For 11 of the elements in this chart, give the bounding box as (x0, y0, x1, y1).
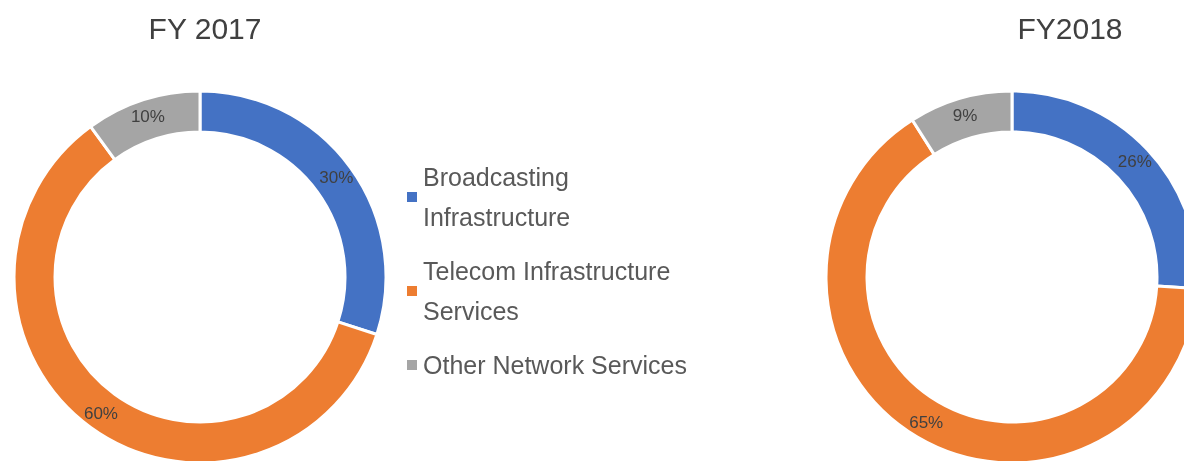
data-label: 9% (952, 105, 978, 125)
legend-label: Other Network Services (423, 351, 687, 379)
data-label: 10% (130, 107, 165, 127)
legend-label: Telecom Infrastructure Services (423, 257, 678, 325)
legend-label: Broadcasting Infrastructure (423, 163, 576, 231)
data-label: 26% (1117, 152, 1152, 172)
data-label: 65% (909, 412, 944, 432)
data-label: 60% (83, 403, 118, 423)
chart-title: FY2018 (1017, 11, 1123, 45)
chart-title: FY 2017 (148, 11, 262, 45)
data-label: 30% (319, 168, 354, 188)
